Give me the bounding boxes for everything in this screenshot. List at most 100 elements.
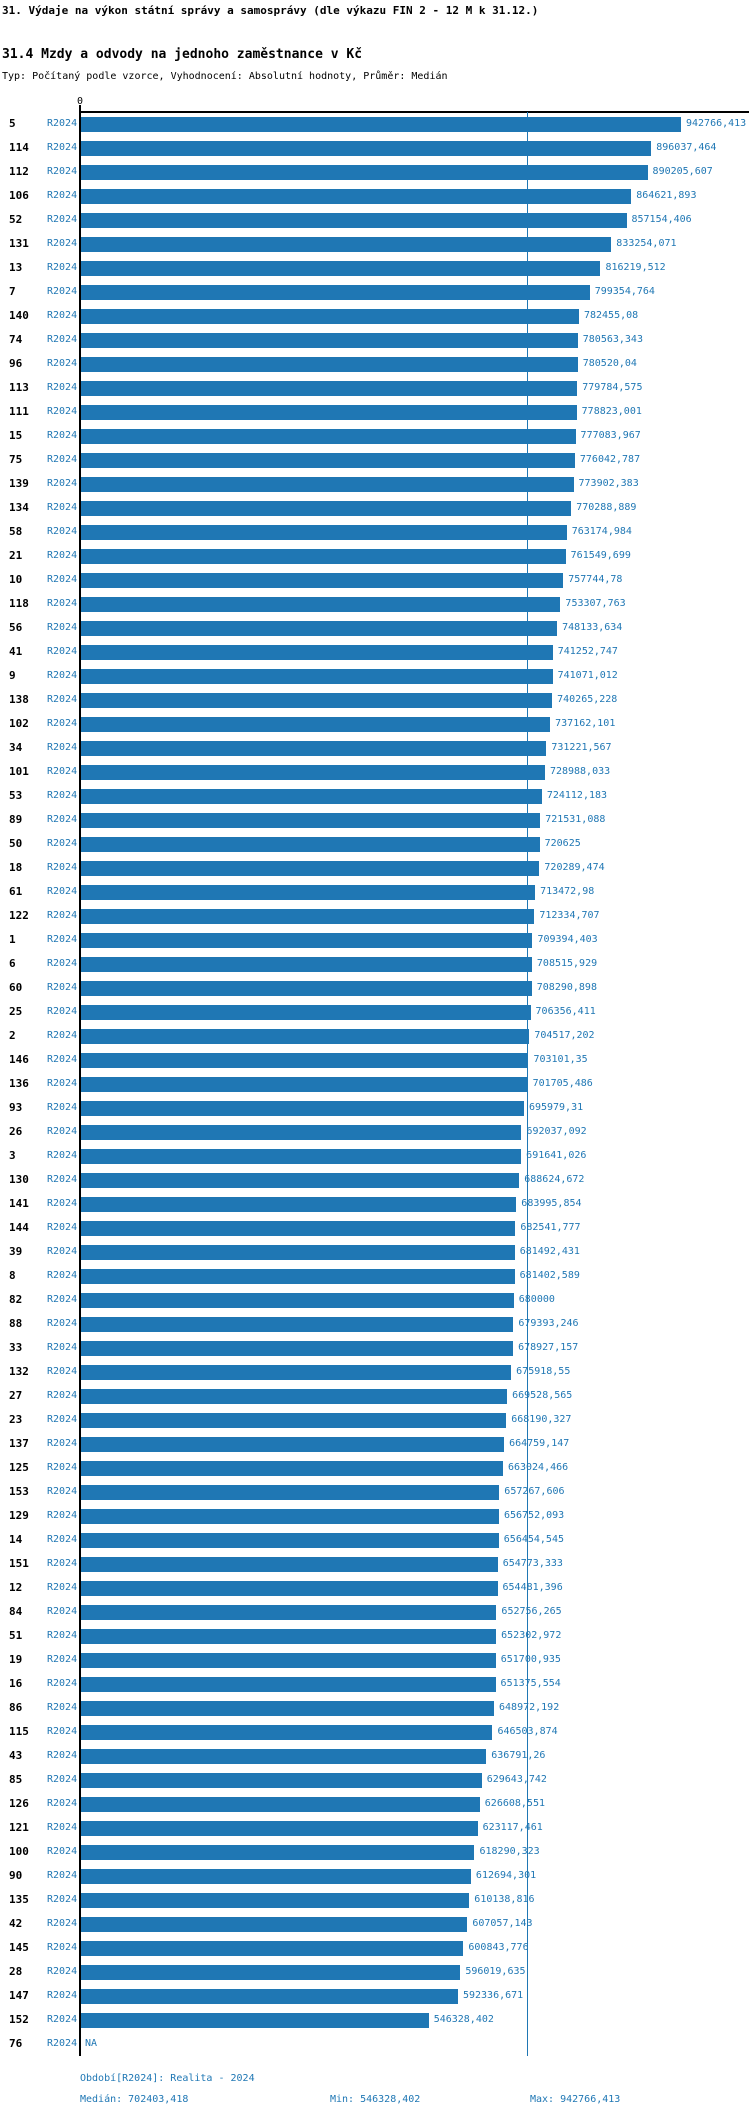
- bar-row: 89 R2024 721531,088: [0, 808, 750, 832]
- row-category-label: 140: [9, 309, 29, 322]
- row-category-label: 10: [9, 573, 23, 586]
- row-series-label: R2024: [47, 166, 78, 177]
- row-category-label: 146: [9, 1053, 29, 1066]
- row-series-label: R2024: [47, 1366, 78, 1377]
- row-category-label: 129: [9, 1509, 29, 1522]
- bar-value-label: 816219,512: [605, 262, 666, 273]
- bar-row: 147 R2024 592336,671: [0, 1984, 750, 2008]
- row-category-label: 9: [9, 669, 16, 682]
- bar-row: 113 R2024 779784,575: [0, 376, 750, 400]
- row-series-label: R2024: [47, 766, 78, 777]
- bar-value-label: 748133,634: [562, 622, 623, 633]
- row-series-label: R2024: [47, 1750, 78, 1761]
- bar-row: 144 R2024 682541,777: [0, 1216, 750, 1240]
- bar-row: 93 R2024 695979,31: [0, 1096, 750, 1120]
- row-series-label: R2024: [47, 550, 78, 561]
- bar: [81, 932, 533, 948]
- bar-row: 126 R2024 626608,551: [0, 1792, 750, 1816]
- row-category-label: 138: [9, 693, 29, 706]
- row-series-label: R2024: [47, 1630, 78, 1641]
- row-series-label: R2024: [47, 382, 78, 393]
- row-category-label: 121: [9, 1821, 29, 1834]
- bar-value-label: 833254,071: [616, 238, 677, 249]
- bar-row: 76 R2024 NA: [0, 2032, 750, 2056]
- row-series-label: R2024: [47, 1462, 78, 1473]
- row-series-label: R2024: [47, 1822, 78, 1833]
- bar: [81, 1436, 505, 1452]
- bar-value-label: 713472,98: [540, 886, 595, 897]
- row-series-label: R2024: [47, 1486, 78, 1497]
- bar: [81, 740, 547, 756]
- row-series-label: R2024: [47, 1174, 78, 1185]
- row-category-label: 74: [9, 333, 23, 346]
- row-series-label: R2024: [47, 790, 78, 801]
- bar: [81, 140, 652, 156]
- bar-value-label: 592336,671: [462, 1990, 524, 2001]
- bar-row: 145 R2024 600843,776: [0, 1936, 750, 1960]
- bar: [81, 1844, 475, 1860]
- row-category-label: 101: [9, 765, 29, 778]
- row-series-label: R2024: [47, 1534, 78, 1545]
- bar-value-label: 636791,26: [491, 1750, 546, 1761]
- row-category-label: 82: [9, 1293, 23, 1306]
- bar-value-label: 683995,854: [521, 1198, 582, 1209]
- bar-value-label: 761549,699: [570, 550, 631, 561]
- bar-row: 112 R2024 890205,607: [0, 160, 750, 184]
- row-series-label: R2024: [47, 1942, 78, 1953]
- bar: [81, 956, 532, 972]
- bar: [81, 716, 551, 732]
- bar: [81, 1148, 522, 1164]
- row-series-label: R2024: [47, 430, 78, 441]
- row-series-label: R2024: [47, 622, 78, 633]
- row-series-label: R2024: [47, 1222, 78, 1233]
- row-category-label: 132: [9, 1365, 29, 1378]
- bar: [81, 884, 536, 900]
- row-category-label: 106: [9, 189, 29, 202]
- row-series-label: R2024: [47, 1654, 78, 1665]
- bar-value-label: 777083,967: [580, 430, 641, 441]
- bar: [81, 1964, 461, 1980]
- bar: [81, 1532, 499, 1548]
- bar: [81, 1676, 496, 1692]
- row-category-label: 93: [9, 1101, 23, 1114]
- bar: [81, 1940, 464, 1956]
- bar-row: 10 R2024 757744,78: [0, 568, 750, 592]
- bar-value-label: 610138,816: [474, 1894, 535, 1905]
- bar-row: 88 R2024 679393,246: [0, 1312, 750, 1336]
- row-series-label: R2024: [47, 1438, 78, 1449]
- row-series-label: R2024: [47, 262, 78, 273]
- bar-row: 122 R2024 712334,707: [0, 904, 750, 928]
- row-category-label: 122: [9, 909, 29, 922]
- row-series-label: R2024: [47, 1606, 78, 1617]
- footer-max-label: Max: 942766,413: [530, 2094, 621, 2105]
- row-series-label: R2024: [47, 1294, 78, 1305]
- footer-median-label: Medián: 702403,418: [80, 2094, 189, 2105]
- bar: [81, 1388, 508, 1404]
- section-title: 31.4 Mzdy a odvody na jednoho zaměstnanc…: [2, 47, 363, 62]
- bar-value-label: 708290,898: [536, 982, 597, 993]
- row-series-label: R2024: [47, 886, 78, 897]
- bar-row: 51 R2024 652302,972: [0, 1624, 750, 1648]
- bar: [81, 1460, 503, 1476]
- bar-row: 34 R2024 731221,567: [0, 736, 750, 760]
- bar-value-label: 773902,383: [578, 478, 639, 489]
- bar-row: 60 R2024 708290,898: [0, 976, 750, 1000]
- bar: [81, 1100, 524, 1116]
- bar-value-label: 704517,202: [534, 1030, 595, 1041]
- bar-row: 61 R2024 713472,98: [0, 880, 750, 904]
- row-category-label: 152: [9, 2013, 29, 2026]
- bar: [81, 476, 574, 492]
- y-axis-line: [79, 105, 81, 2056]
- row-category-label: 145: [9, 1941, 29, 1954]
- row-series-label: R2024: [47, 502, 78, 513]
- bar: [81, 644, 553, 660]
- bar: [81, 212, 627, 228]
- row-category-label: 137: [9, 1437, 29, 1450]
- bar: [81, 1196, 517, 1212]
- bar-row: 33 R2024 678927,157: [0, 1336, 750, 1360]
- bar: [81, 188, 632, 204]
- row-series-label: R2024: [47, 2014, 78, 2025]
- row-category-label: 118: [9, 597, 29, 610]
- bar-value-label: 753307,763: [565, 598, 626, 609]
- bar-value-label: 770288,889: [576, 502, 637, 513]
